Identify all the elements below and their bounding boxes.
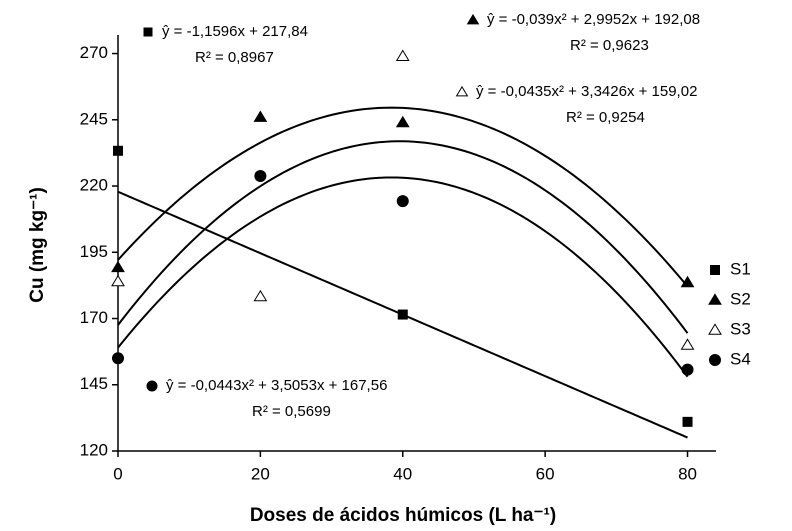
fit-curve <box>117 176 689 378</box>
y-tick-label: 120 <box>80 440 108 459</box>
x-tick-label: 40 <box>393 464 412 483</box>
data-point <box>113 145 123 156</box>
annotation-marker <box>143 27 153 37</box>
x-tick-label: 60 <box>536 464 555 483</box>
fit-curve <box>117 140 689 334</box>
data-point <box>253 289 268 302</box>
x-tick-label: 80 <box>678 464 697 483</box>
data-point <box>681 363 694 376</box>
annotation-r2: R² = 0,9254 <box>566 109 645 126</box>
legend-marker <box>709 354 721 366</box>
x-axis-label: Doses de ácidos húmicos (L ha⁻¹) <box>250 505 556 526</box>
annotation-marker <box>455 85 469 97</box>
y-tick-label: 245 <box>80 109 108 128</box>
annotation-equation: ŷ = -0,0443x² + 3,5053x + 167,56 <box>166 377 387 394</box>
legend-marker <box>710 265 720 275</box>
data-point <box>397 309 408 320</box>
x-tick-label: 20 <box>251 464 270 483</box>
y-tick-label: 195 <box>80 242 108 261</box>
data-point <box>395 115 410 128</box>
x-tick-label: 0 <box>113 464 122 483</box>
annotation-equation: ŷ = -0,039x² + 2,9952x + 192,08 <box>487 11 700 28</box>
y-tick-label: 220 <box>80 176 108 195</box>
data-point <box>682 416 693 427</box>
data-point <box>253 110 268 122</box>
y-tick-label: 170 <box>80 308 108 327</box>
data-point <box>396 195 409 208</box>
data-point <box>395 49 410 61</box>
legend-label: S1 <box>730 259 751 278</box>
annotation-r2: R² = 0,8967 <box>195 49 274 66</box>
legend-marker <box>708 293 722 305</box>
legend-marker <box>708 323 722 335</box>
legend-label: S4 <box>730 349 751 368</box>
annotation-equation: ŷ = -1,1596x + 217,84 <box>162 23 308 40</box>
y-axis-label: Cu (mg kg⁻¹) <box>27 187 48 303</box>
data-point <box>254 169 267 182</box>
annotation-r2: R² = 0,9623 <box>570 37 649 54</box>
legend-label: S3 <box>730 319 751 338</box>
legend-label: S2 <box>730 289 751 308</box>
annotation-marker <box>146 380 158 392</box>
annotation-equation: ŷ = -0,0435x² + 3,3426x + 159,02 <box>476 83 697 100</box>
y-tick-label: 270 <box>80 43 108 62</box>
data-point <box>112 352 124 365</box>
data-point <box>111 274 125 287</box>
fit-curve <box>117 106 689 288</box>
annotation-marker <box>466 13 480 25</box>
data-point <box>680 275 695 288</box>
y-tick-label: 145 <box>80 374 108 393</box>
data-point <box>111 260 125 273</box>
annotation-r2: R² = 0,5699 <box>252 403 331 420</box>
data-point <box>680 338 695 350</box>
